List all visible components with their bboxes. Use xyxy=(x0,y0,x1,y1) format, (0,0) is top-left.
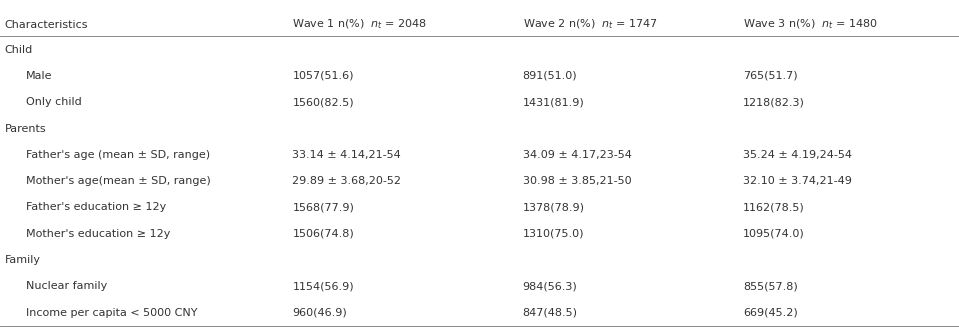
Text: Nuclear family: Nuclear family xyxy=(26,282,107,291)
Text: 1162(78.5): 1162(78.5) xyxy=(743,203,805,212)
Text: 855(57.8): 855(57.8) xyxy=(743,282,798,291)
Text: 1431(81.9): 1431(81.9) xyxy=(523,97,584,107)
Text: Mother's education ≥ 12y: Mother's education ≥ 12y xyxy=(26,229,171,239)
Text: 765(51.7): 765(51.7) xyxy=(743,71,798,81)
Text: 30.98 ± 3.85,21-50: 30.98 ± 3.85,21-50 xyxy=(523,176,631,186)
Text: Father's age (mean ± SD, range): Father's age (mean ± SD, range) xyxy=(26,150,210,160)
Text: Parents: Parents xyxy=(5,124,46,133)
Text: Family: Family xyxy=(5,255,41,265)
Text: 1057(51.6): 1057(51.6) xyxy=(292,71,354,81)
Text: 960(46.9): 960(46.9) xyxy=(292,308,347,318)
Text: 32.10 ± 3.74,21-49: 32.10 ± 3.74,21-49 xyxy=(743,176,853,186)
Text: 34.09 ± 4.17,23-54: 34.09 ± 4.17,23-54 xyxy=(523,150,632,160)
Text: Male: Male xyxy=(26,71,53,81)
Text: 1154(56.9): 1154(56.9) xyxy=(292,282,354,291)
Text: 847(48.5): 847(48.5) xyxy=(523,308,577,318)
Text: Mother's age(mean ± SD, range): Mother's age(mean ± SD, range) xyxy=(26,176,211,186)
Text: 1568(77.9): 1568(77.9) xyxy=(292,203,355,212)
Text: 1218(82.3): 1218(82.3) xyxy=(743,97,806,107)
Text: 29.89 ± 3.68,20-52: 29.89 ± 3.68,20-52 xyxy=(292,176,402,186)
Text: Wave 1 n(%)  $n_t$ = 2048: Wave 1 n(%) $n_t$ = 2048 xyxy=(292,18,428,31)
Text: 1506(74.8): 1506(74.8) xyxy=(292,229,354,239)
Text: Income per capita < 5000 CNY: Income per capita < 5000 CNY xyxy=(26,308,198,318)
Text: 35.24 ± 4.19,24-54: 35.24 ± 4.19,24-54 xyxy=(743,150,853,160)
Text: 669(45.2): 669(45.2) xyxy=(743,308,798,318)
Text: 1095(74.0): 1095(74.0) xyxy=(743,229,805,239)
Text: Wave 2 n(%)  $n_t$ = 1747: Wave 2 n(%) $n_t$ = 1747 xyxy=(523,18,658,31)
Text: 1378(78.9): 1378(78.9) xyxy=(523,203,585,212)
Text: 33.14 ± 4.14,21-54: 33.14 ± 4.14,21-54 xyxy=(292,150,401,160)
Text: Wave 3 n(%)  $n_t$ = 1480: Wave 3 n(%) $n_t$ = 1480 xyxy=(743,18,878,31)
Text: 984(56.3): 984(56.3) xyxy=(523,282,577,291)
Text: 1560(82.5): 1560(82.5) xyxy=(292,97,354,107)
Text: Father's education ≥ 12y: Father's education ≥ 12y xyxy=(26,203,166,212)
Text: 891(51.0): 891(51.0) xyxy=(523,71,577,81)
Text: Characteristics: Characteristics xyxy=(5,19,88,30)
Text: Only child: Only child xyxy=(26,97,82,107)
Text: 1310(75.0): 1310(75.0) xyxy=(523,229,584,239)
Text: Child: Child xyxy=(5,45,33,54)
